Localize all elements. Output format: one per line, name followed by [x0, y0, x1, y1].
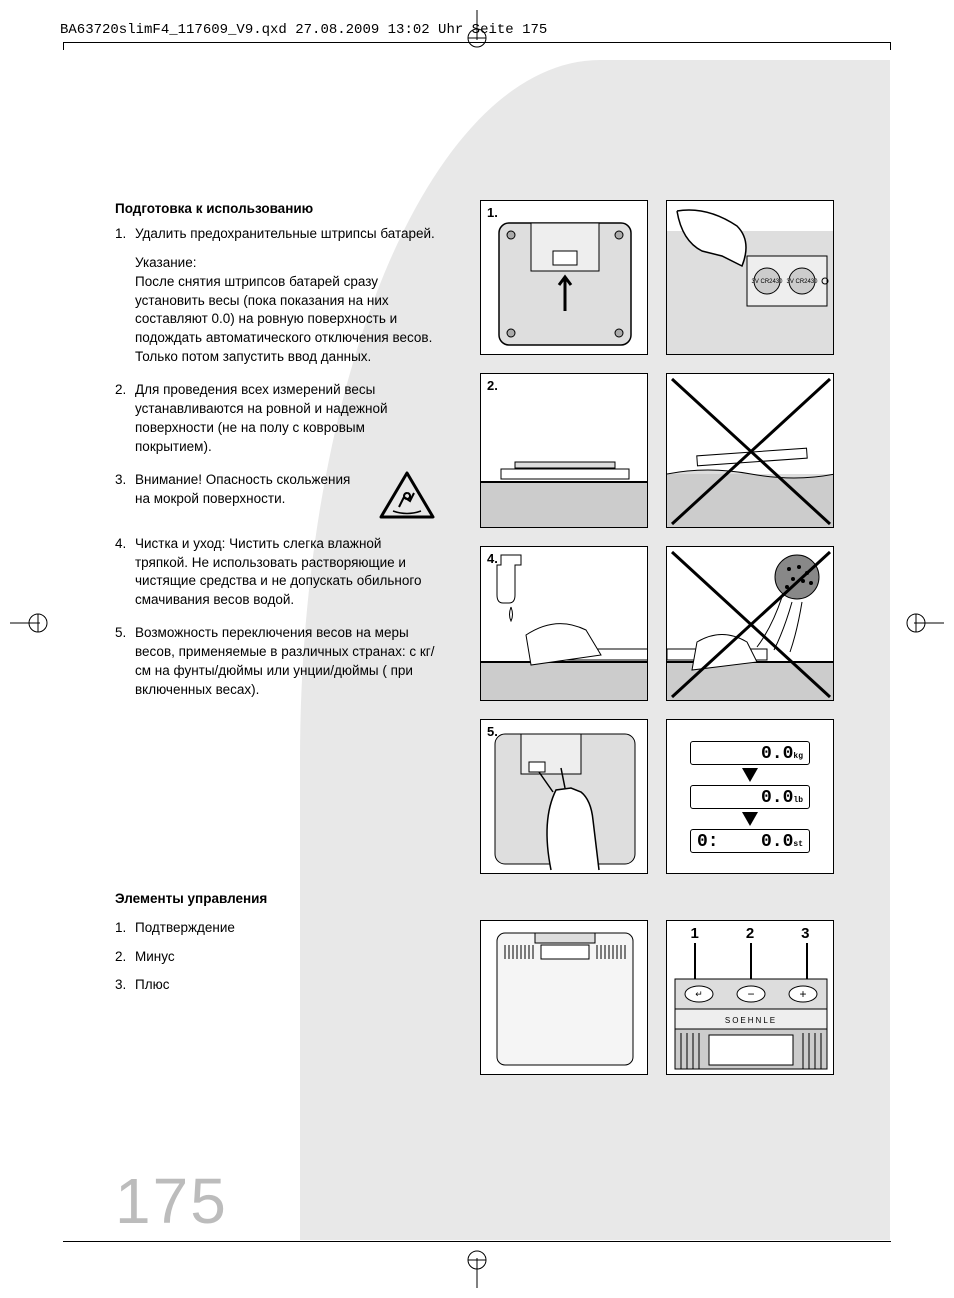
list-item-2: 2. Для проведения всех измерений весы ус… [115, 381, 435, 457]
content-area: Подготовка к использованию 1. Удалить пр… [115, 200, 855, 1093]
figure-4: 4. [480, 546, 648, 701]
item4-text: Чистка и уход: Чистить слегка влажной тр… [135, 535, 435, 611]
btn-label-2: 2 [746, 925, 754, 942]
svg-text:↵: ↵ [695, 989, 703, 999]
ctrl1-num: 1. [115, 919, 135, 938]
controls-b-svg: ↵ − + SOEHNLE [667, 921, 834, 1075]
item2-num: 2. [115, 381, 135, 457]
page-number: 175 [115, 1164, 228, 1238]
fig2-svg [481, 374, 648, 528]
list-item-3: 3. Внимание! Опасность скольжения на мок… [115, 471, 435, 521]
fig2-num: 2. [487, 378, 498, 393]
svg-text:+: + [799, 987, 806, 1001]
item3-text: Внимание! Опасность скольжения на мокрой… [135, 471, 359, 509]
lcd-kg: 0.0kg [690, 741, 810, 765]
figure-controls-b: 1 2 3 ↵ − + SOEHNLE [666, 920, 834, 1075]
item5-text: Возможность переключения весов на меры в… [135, 624, 435, 700]
note-text2: Только потом запустить ввод данных. [135, 348, 435, 367]
figure-1b: 3V CR2430 3V CR2430 [666, 200, 834, 355]
warning-slip-icon [379, 471, 435, 521]
list-item-5: 5. Возможность переключения весов на мер… [115, 624, 435, 700]
lcd-st: 0: 0.0st [690, 829, 810, 853]
figure-controls-a [480, 920, 648, 1075]
list-item-4: 4. Чистка и уход: Чистить слегка влажной… [115, 535, 435, 611]
item1-text: Удалить предохранительные штрипсы батаре… [135, 225, 435, 244]
btn-label-1: 1 [690, 925, 698, 942]
btn-label-3: 3 [801, 925, 809, 942]
fig1b-svg: 3V CR2430 3V CR2430 [667, 201, 834, 355]
item4-num: 4. [115, 535, 135, 611]
ctrl3-text: Плюс [135, 976, 435, 995]
figures-column: 1. 3V CR2430 [480, 200, 855, 1093]
fig5-svg [481, 720, 648, 874]
note-text1: После снятия штрипсов батарей сразу уста… [135, 273, 435, 349]
figure-2b [666, 373, 834, 528]
crop-mark-right-icon [904, 608, 944, 638]
arrow-down-icon [742, 768, 758, 782]
item3-num: 3. [115, 471, 135, 490]
figure-5: 5. [480, 719, 648, 874]
ctrl-item-1: 1. Подтверждение [115, 919, 435, 938]
ctrl-item-2: 2. Минус [115, 948, 435, 967]
section2: Элементы управления 1. Подтверждение 2. … [115, 890, 435, 996]
ctrl2-num: 2. [115, 948, 135, 967]
fig1-svg [481, 201, 648, 355]
ctrl3-num: 3. [115, 976, 135, 995]
fig2b-svg [667, 374, 834, 528]
note-label: Указание: [135, 254, 435, 273]
svg-text:−: − [747, 987, 754, 1001]
fig4-num: 4. [487, 551, 498, 566]
section1-title: Подготовка к использованию [115, 200, 435, 219]
figure-1: 1. [480, 200, 648, 355]
item5-num: 5. [115, 624, 135, 700]
figure-2: 2. [480, 373, 648, 528]
crop-mark-left-icon [10, 608, 50, 638]
svg-text:3V CR2430: 3V CR2430 [786, 279, 818, 285]
list-item-1: 1. Удалить предохранительные штрипсы бат… [115, 225, 435, 367]
ctrl2-text: Минус [135, 948, 435, 967]
text-column: Подготовка к использованию 1. Удалить пр… [115, 200, 435, 1093]
fig5-num: 5. [487, 724, 498, 739]
item2-text: Для проведения всех измерений весы устан… [135, 381, 435, 457]
fig4b-svg [667, 547, 834, 701]
crop-mark-bottom-icon [462, 1248, 492, 1288]
fig4-svg [481, 547, 648, 701]
lcd-lb: 0.0lb [690, 785, 810, 809]
ctrl1-text: Подтверждение [135, 919, 435, 938]
figure-5b: 0.0kg 0.0lb 0: 0.0st [666, 719, 834, 874]
svg-text:3V CR2430: 3V CR2430 [751, 279, 783, 285]
ctrl-item-3: 3. Плюс [115, 976, 435, 995]
controls-a-svg [481, 921, 648, 1075]
section2-title: Элементы управления [115, 890, 435, 909]
svg-text:SOEHNLE: SOEHNLE [725, 1016, 777, 1025]
arrow-down-icon-2 [742, 812, 758, 826]
item1-num: 1. [115, 225, 135, 367]
figure-4b [666, 546, 834, 701]
fig1-num: 1. [487, 205, 498, 220]
